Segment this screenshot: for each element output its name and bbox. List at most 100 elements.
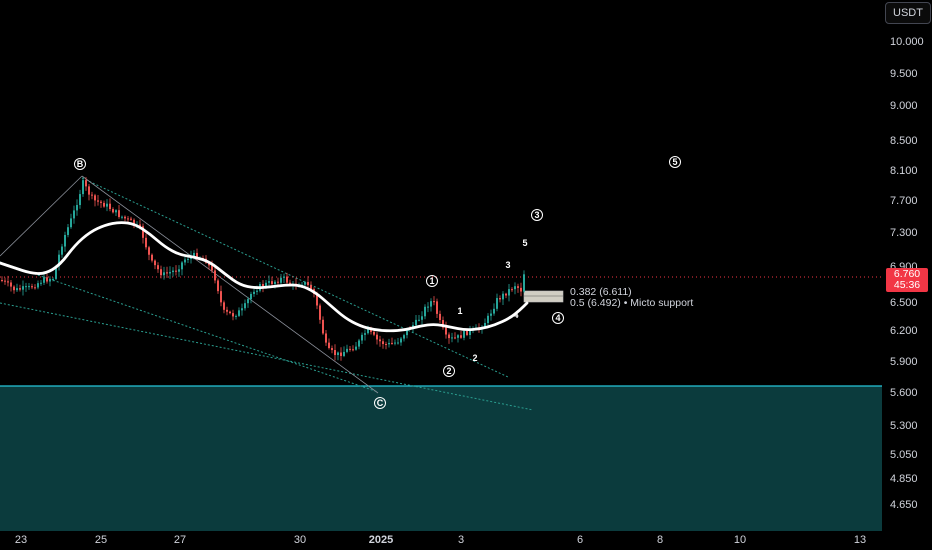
- candle-body: [310, 285, 312, 290]
- price-tick: 9.500: [890, 68, 918, 80]
- candle-body: [322, 319, 324, 334]
- candle-body: [328, 342, 330, 349]
- candle-body: [7, 281, 9, 283]
- date-tick: 3: [458, 534, 464, 546]
- candle-body: [28, 286, 30, 288]
- date-tick: 8: [657, 534, 663, 546]
- candle-body: [97, 200, 99, 202]
- candle-body: [277, 281, 279, 283]
- candle-body: [118, 210, 120, 217]
- candle-body: [64, 234, 66, 247]
- candle-body: [484, 322, 486, 328]
- candle-body: [325, 333, 327, 343]
- candle-body: [193, 252, 195, 257]
- candle-body: [229, 311, 231, 314]
- currency-selector-button[interactable]: USDT: [885, 2, 931, 24]
- wave-label-major-3: 3: [531, 209, 543, 221]
- wave-label-minor-3: 3: [505, 260, 510, 270]
- candle-body: [523, 274, 525, 292]
- candle-body: [334, 350, 336, 356]
- candle-body: [430, 301, 432, 307]
- candle-body: [439, 313, 441, 321]
- candle-body: [457, 335, 459, 338]
- candle-body: [181, 262, 183, 270]
- last-price-tag: 6.760 45:36: [886, 268, 928, 292]
- date-tick: 27: [174, 534, 186, 546]
- price-tick: 7.300: [890, 227, 918, 239]
- candle-body: [454, 337, 456, 339]
- wave-line-b-c: [81, 175, 379, 394]
- candle-body: [67, 227, 69, 235]
- candle-body: [508, 289, 510, 296]
- candle-body: [289, 282, 291, 285]
- candle-body: [316, 293, 318, 306]
- candle-body: [307, 282, 309, 286]
- date-tick: 13: [854, 534, 866, 546]
- candle-body: [406, 328, 408, 336]
- price-tick: 6.500: [890, 297, 918, 309]
- candle-body: [319, 305, 321, 320]
- candle-body: [223, 302, 225, 310]
- wave-label-major-2-text: 2: [446, 366, 451, 376]
- candle-body: [337, 352, 339, 356]
- date-tick: 30: [294, 534, 306, 546]
- candle-body: [43, 277, 45, 283]
- candle-body: [490, 313, 492, 316]
- candle-body: [418, 319, 420, 321]
- candle-body: [133, 219, 135, 226]
- candle-body: [196, 252, 198, 259]
- candle-body: [394, 342, 396, 344]
- candle-body: [169, 272, 171, 274]
- candle-body: [211, 265, 213, 271]
- candle-body: [142, 226, 144, 238]
- candle-body: [88, 186, 90, 195]
- wave-label-major-5: 5: [669, 156, 681, 168]
- fib-label-0382: 0.382 (6.611): [570, 286, 632, 298]
- wave-label-minor-5: 5: [522, 238, 527, 248]
- date-axis[interactable]: 23 25 27 30 2025 3 6 8 10 13: [15, 534, 866, 546]
- candle-body: [340, 352, 342, 356]
- candle-body: [256, 290, 258, 292]
- candle-body: [514, 286, 516, 290]
- candle-body: [25, 286, 27, 288]
- candle-body: [280, 277, 282, 283]
- wave-label-minor-2: 2: [472, 353, 477, 363]
- candle-body: [70, 218, 72, 228]
- candle-body: [286, 276, 288, 283]
- candle-body: [94, 195, 96, 201]
- candle-body: [364, 333, 366, 335]
- candle-body: [31, 286, 33, 288]
- candle-body: [85, 180, 87, 187]
- moving-average-line: [0, 221, 529, 333]
- candle-body: [385, 344, 387, 346]
- candle-body: [172, 270, 174, 273]
- candle-body: [502, 293, 504, 300]
- channel-lines: [0, 177, 534, 411]
- price-tick: 5.050: [890, 449, 918, 461]
- candle-body: [160, 269, 162, 276]
- candle-body: [151, 254, 153, 261]
- candle-body: [361, 334, 363, 341]
- candle-body: [217, 280, 219, 292]
- wave-line-a-b: [0, 175, 83, 257]
- candle-body: [391, 342, 393, 344]
- fib-label-05: 0.5 (6.492) • Micto support: [570, 297, 693, 309]
- candle-body: [355, 346, 357, 350]
- wave-lines: [0, 175, 379, 394]
- wave-label-major-5-text: 5: [672, 157, 677, 167]
- price-tick: 4.850: [890, 473, 918, 485]
- fib-zone-box: [523, 290, 564, 303]
- candle-body: [493, 308, 495, 314]
- candle-body: [448, 334, 450, 339]
- candle-body: [331, 348, 333, 351]
- candle-body: [400, 338, 402, 343]
- candle-body: [187, 258, 189, 260]
- support-zone: [0, 386, 882, 531]
- candle-body: [91, 194, 93, 196]
- candle-body: [520, 287, 522, 292]
- candle-body: [496, 298, 498, 309]
- candle-body: [226, 309, 228, 312]
- candle-body: [55, 266, 57, 279]
- candle-body: [49, 279, 51, 282]
